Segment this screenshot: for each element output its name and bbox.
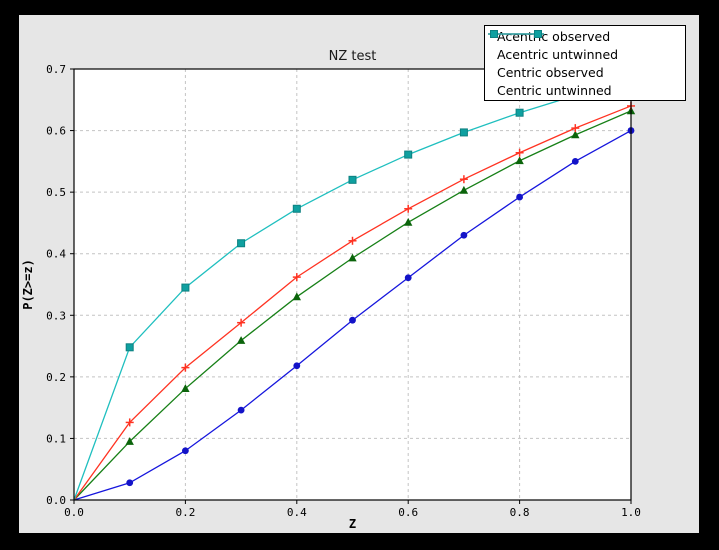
legend-label: Centric observed [497, 65, 604, 80]
triangle-marker [125, 437, 134, 445]
circle-marker [182, 447, 189, 455]
plus-marker [459, 175, 468, 184]
circle-marker [237, 406, 245, 414]
circle-marker [460, 231, 468, 239]
plus-marker [515, 148, 524, 157]
square-marker [348, 175, 357, 184]
circle-marker [571, 157, 579, 165]
legend-item: Centric observed [488, 30, 679, 82]
x-tick-label: 0.4 [287, 506, 307, 519]
plus-marker [404, 204, 413, 213]
triangle-marker [571, 130, 580, 139]
plus-marker [237, 318, 246, 327]
plus-marker [348, 236, 357, 245]
axes-frame [73, 68, 632, 501]
y-tick-label: 0.7 [46, 63, 66, 76]
triangle-marker [404, 217, 413, 226]
circle-marker [516, 193, 523, 201]
legend-label: Acentric observed [497, 29, 611, 44]
square-marker [490, 30, 498, 38]
legend-item: Acentric untwinned [488, 33, 679, 64]
y-tick-label: 0.2 [46, 371, 66, 384]
plus-marker [181, 363, 190, 372]
y-tick-label: 0.3 [46, 309, 66, 322]
x-tick-label: 1.0 [621, 506, 641, 519]
y-tick-label: 0.0 [46, 494, 66, 507]
legend-label: Acentric untwinned [497, 47, 619, 62]
square-marker [459, 128, 468, 137]
triangle-marker [236, 336, 246, 344]
x-tick-label: 0.8 [510, 506, 530, 519]
plus-marker [571, 124, 580, 133]
triangle-marker [292, 292, 301, 301]
x-tick-label: 0.6 [398, 506, 418, 519]
square-marker [181, 283, 190, 292]
y-tick-label: 0.1 [46, 432, 66, 445]
triangle-marker [459, 185, 469, 194]
series-centric-observed [73, 101, 635, 501]
circle-marker [404, 274, 412, 282]
x-axis-label: Z [349, 517, 356, 531]
chart-title: NZ test [329, 49, 377, 64]
circle-marker [293, 362, 301, 370]
y-axis-label: P(Z>=z) [21, 259, 35, 310]
y-tick-label: 0.5 [46, 186, 66, 199]
legend-label: Centric untwinned [497, 83, 612, 98]
square-marker [404, 150, 413, 159]
square-marker [292, 204, 301, 213]
triangle-marker [181, 384, 190, 392]
plus-marker [292, 273, 301, 282]
square-marker [237, 239, 246, 248]
triangle-marker [515, 156, 524, 165]
plot-area [74, 69, 631, 500]
series-acentric-observed [73, 127, 635, 501]
x-tick-label: 0.2 [175, 506, 195, 519]
circle-marker [349, 316, 356, 324]
matplotlib-figure: 0.0 0.2 0.4 0.6 0.8 1.0 0.0 0.1 0.2 0.3 0.4 0.5 0.6 0… [19, 15, 699, 533]
square-marker [515, 108, 524, 117]
legend: Acentric observed Acentric untwinned Centr… [484, 25, 686, 101]
square-marker [534, 30, 542, 38]
legend-item: Centric untwinned [488, 30, 679, 100]
triangle-marker [348, 253, 357, 262]
plus-marker [125, 418, 134, 427]
chart-svg: 0.0 0.2 0.4 0.6 0.8 1.0 0.0 0.1 0.2 0.3 0.4 0.5 0.6 0… [21, 49, 641, 531]
series-acentric-untwinned [73, 106, 636, 501]
square-marker [125, 343, 134, 352]
x-tick-label: 0.0 [64, 506, 84, 519]
y-tick-label: 0.6 [46, 125, 66, 138]
circle-marker [126, 479, 134, 487]
y-tick-label: 0.4 [46, 248, 66, 261]
legend-line-sample [488, 30, 544, 38]
